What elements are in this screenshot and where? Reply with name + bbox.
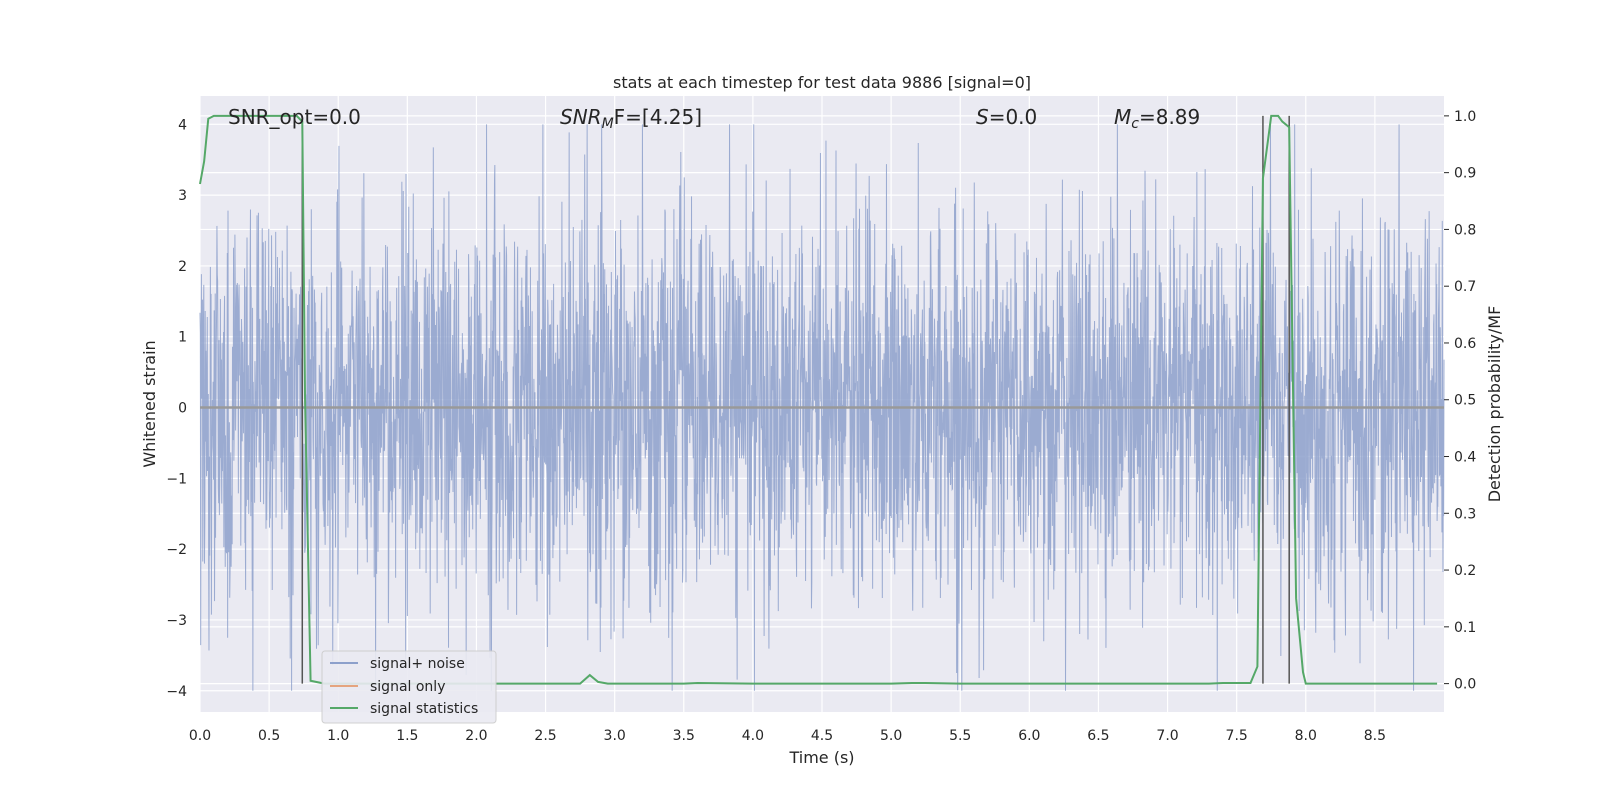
x-tick-labels: 0.0 0.5 1.0 1.5 2.0 2.5 3.0 3.5 4.0 4.5 5.0 5.5 6.0 6…	[189, 728, 1386, 744]
y-right-tick-label: 1.0	[1454, 109, 1476, 125]
y-right-tick-label: 0.5	[1454, 393, 1476, 409]
x-tick-label: 4.0	[742, 728, 764, 744]
y-tick-label: −1	[166, 471, 187, 487]
snr-mf-sub: M	[602, 116, 614, 132]
y-tick-label: 1	[178, 330, 187, 346]
x-axis-label: Time (s)	[788, 748, 854, 767]
noise-line	[199, 124, 1445, 691]
y-right-tick-label: 0.8	[1454, 222, 1476, 238]
y-tick-labels: 4 3 2 1 0 −1 −2 −3 −4	[166, 117, 187, 699]
y-tick-label: −3	[166, 613, 187, 629]
y-tick-label: 2	[178, 259, 187, 275]
s-rest: =0.0	[989, 105, 1038, 129]
x-tick-label: 5.5	[949, 728, 971, 744]
snr-opt-annotation: SNR_opt=0.0	[228, 105, 361, 129]
snr-mf-rest: F=[4.25]	[614, 105, 702, 129]
x-tick-label: 1.0	[327, 728, 349, 744]
x-tick-label: 7.5	[1226, 728, 1248, 744]
mc-sub: c	[1131, 116, 1139, 132]
mc-main: M	[1114, 105, 1131, 129]
legend-label-signal-only: signal only	[370, 679, 445, 695]
x-tick-label: 5.0	[880, 728, 902, 744]
y-tick-label: 4	[178, 117, 187, 133]
legend-label-statistics: signal statistics	[370, 701, 478, 717]
y-right-tick-label: 0.3	[1454, 506, 1476, 522]
statistics-line	[199, 114, 1438, 685]
noise-series	[199, 124, 1445, 691]
x-tick-label: 0.0	[189, 728, 211, 744]
y-tick-label: 0	[178, 401, 187, 417]
x-tick-label: 6.0	[1018, 728, 1040, 744]
y-tick-label: −2	[166, 542, 187, 558]
x-tick-label: 0.5	[258, 728, 280, 744]
y-right-tick-label: 0.4	[1454, 450, 1476, 466]
legend-label-noise: signal+ noise	[370, 656, 465, 672]
x-tick-label: 6.5	[1087, 728, 1109, 744]
s-main: S	[976, 105, 989, 129]
y-right-axis-label: Detection probability/MF	[1485, 306, 1504, 503]
snr-mf-main: SNR	[560, 105, 602, 129]
snr-mf-annotation: SNRMF=[4.25]	[560, 105, 702, 132]
mc-annotation: Mc=8.89	[1114, 105, 1200, 132]
chart-title: stats at each timestep for test data 988…	[613, 73, 1031, 92]
y-axis-label: Whitened strain	[140, 340, 159, 467]
y-tick-label: 3	[178, 188, 187, 204]
statistics-series	[199, 114, 1438, 685]
legend: signal+ noise signal only signal statist…	[321, 650, 497, 724]
x-tick-label: 2.5	[534, 728, 556, 744]
x-tick-label: 8.0	[1295, 728, 1317, 744]
mc-rest: =8.89	[1139, 105, 1200, 129]
x-tick-label: 3.0	[604, 728, 626, 744]
x-tick-label: 1.5	[396, 728, 418, 744]
x-tick-label: 8.5	[1364, 728, 1386, 744]
y-tick-label: −4	[166, 684, 187, 700]
y-right-tick-label: 0.0	[1454, 677, 1476, 693]
y-right-tick-label: 0.9	[1454, 166, 1476, 182]
legend-box	[321, 650, 497, 724]
y-right-tick-label: 0.1	[1454, 620, 1476, 636]
x-tick-label: 2.0	[465, 728, 487, 744]
y-right-tick-label: 0.7	[1454, 279, 1476, 295]
y-right-tick-label: 0.6	[1454, 336, 1476, 352]
y-right-tick-label: 0.2	[1454, 563, 1476, 579]
s-annotation: S=0.0	[976, 105, 1037, 129]
x-tick-label: 4.5	[811, 728, 833, 744]
x-tick-label: 3.5	[673, 728, 695, 744]
grid	[199, 96, 1444, 712]
y-right-tick-labels: 1.0 0.9 0.8 0.7 0.6 0.5 0.4 0.3 0.2 0.1 0.0	[1444, 109, 1476, 693]
x-tick-label: 7.0	[1156, 728, 1178, 744]
